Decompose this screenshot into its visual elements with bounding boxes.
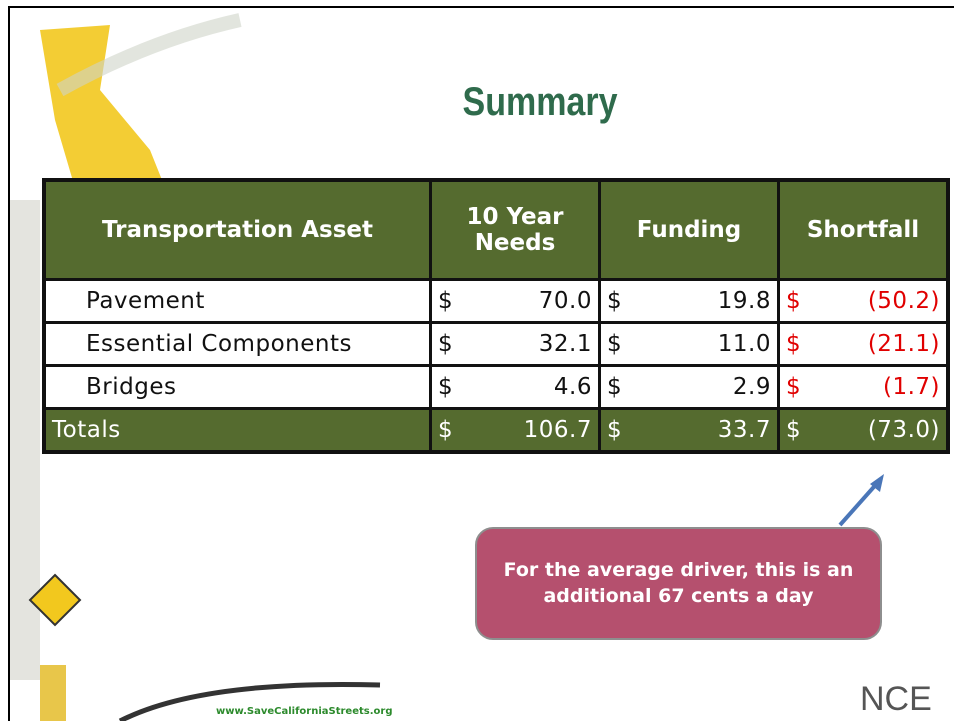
- money-cell: $32.1: [431, 323, 600, 366]
- currency: $: [786, 331, 801, 357]
- amount: 106.7: [524, 417, 592, 443]
- money-cell: $ (1.7): [779, 366, 949, 409]
- table-row: Pavement$70.0$19.8$(50.2): [44, 280, 948, 323]
- currency: $: [607, 288, 622, 314]
- amount: 70.0: [539, 288, 592, 314]
- header-cell: Funding: [600, 180, 779, 280]
- slide: {"title": "Summary", "table": { "header"…: [0, 0, 954, 721]
- amount: 33.7: [718, 417, 771, 443]
- amount: (1.7): [883, 374, 940, 400]
- asset-cell: Pavement: [44, 280, 431, 323]
- slide-title: Summary: [362, 80, 719, 125]
- currency: $: [607, 331, 622, 357]
- currency: $: [438, 417, 453, 443]
- money-cell: $ (73.0): [779, 409, 949, 453]
- currency: $: [438, 374, 453, 400]
- money-cell: $2.9: [600, 366, 779, 409]
- currency: $: [786, 374, 801, 400]
- header-cell: Transportation Asset: [44, 180, 431, 280]
- header-cell: Shortfall: [779, 180, 949, 280]
- footer-logo: NCE: [860, 680, 932, 719]
- amount: 19.8: [718, 288, 771, 314]
- asset-cell: Totals: [44, 409, 431, 453]
- money-cell: $106.7: [431, 409, 600, 453]
- amount: (73.0): [868, 417, 940, 443]
- amount: 2.9: [733, 374, 771, 400]
- totals-row: Totals$106.7$33.7$(73.0): [44, 409, 948, 453]
- amount: (21.1): [868, 331, 940, 357]
- asset-cell: Bridges: [44, 366, 431, 409]
- amount: 32.1: [539, 331, 592, 357]
- money-cell: $11.0: [600, 323, 779, 366]
- amount: 11.0: [718, 331, 771, 357]
- currency: $: [786, 417, 801, 443]
- currency: $: [607, 417, 622, 443]
- header-cell: 10 Year Needs: [431, 180, 600, 280]
- currency: $: [438, 288, 453, 314]
- money-cell: $4.6: [431, 366, 600, 409]
- currency: $: [438, 331, 453, 357]
- amount: 4.6: [554, 374, 592, 400]
- currency: $: [607, 374, 622, 400]
- table-row: Essential Components$32.1$11.0$(21.1): [44, 323, 948, 366]
- money-cell: $ (21.1): [779, 323, 949, 366]
- money-cell: $19.8: [600, 280, 779, 323]
- callout: For the average driver, this is an addit…: [475, 527, 882, 640]
- money-cell: $ (50.2): [779, 280, 949, 323]
- money-cell: $33.7: [600, 409, 779, 453]
- currency: $: [786, 288, 801, 314]
- asset-cell: Essential Components: [44, 323, 431, 366]
- footer-url: www.SaveCaliforniaStreets.org: [216, 706, 392, 717]
- table-row: Bridges$4.6$2.9$(1.7): [44, 366, 948, 409]
- money-cell: $70.0: [431, 280, 600, 323]
- amount: (50.2): [868, 288, 940, 314]
